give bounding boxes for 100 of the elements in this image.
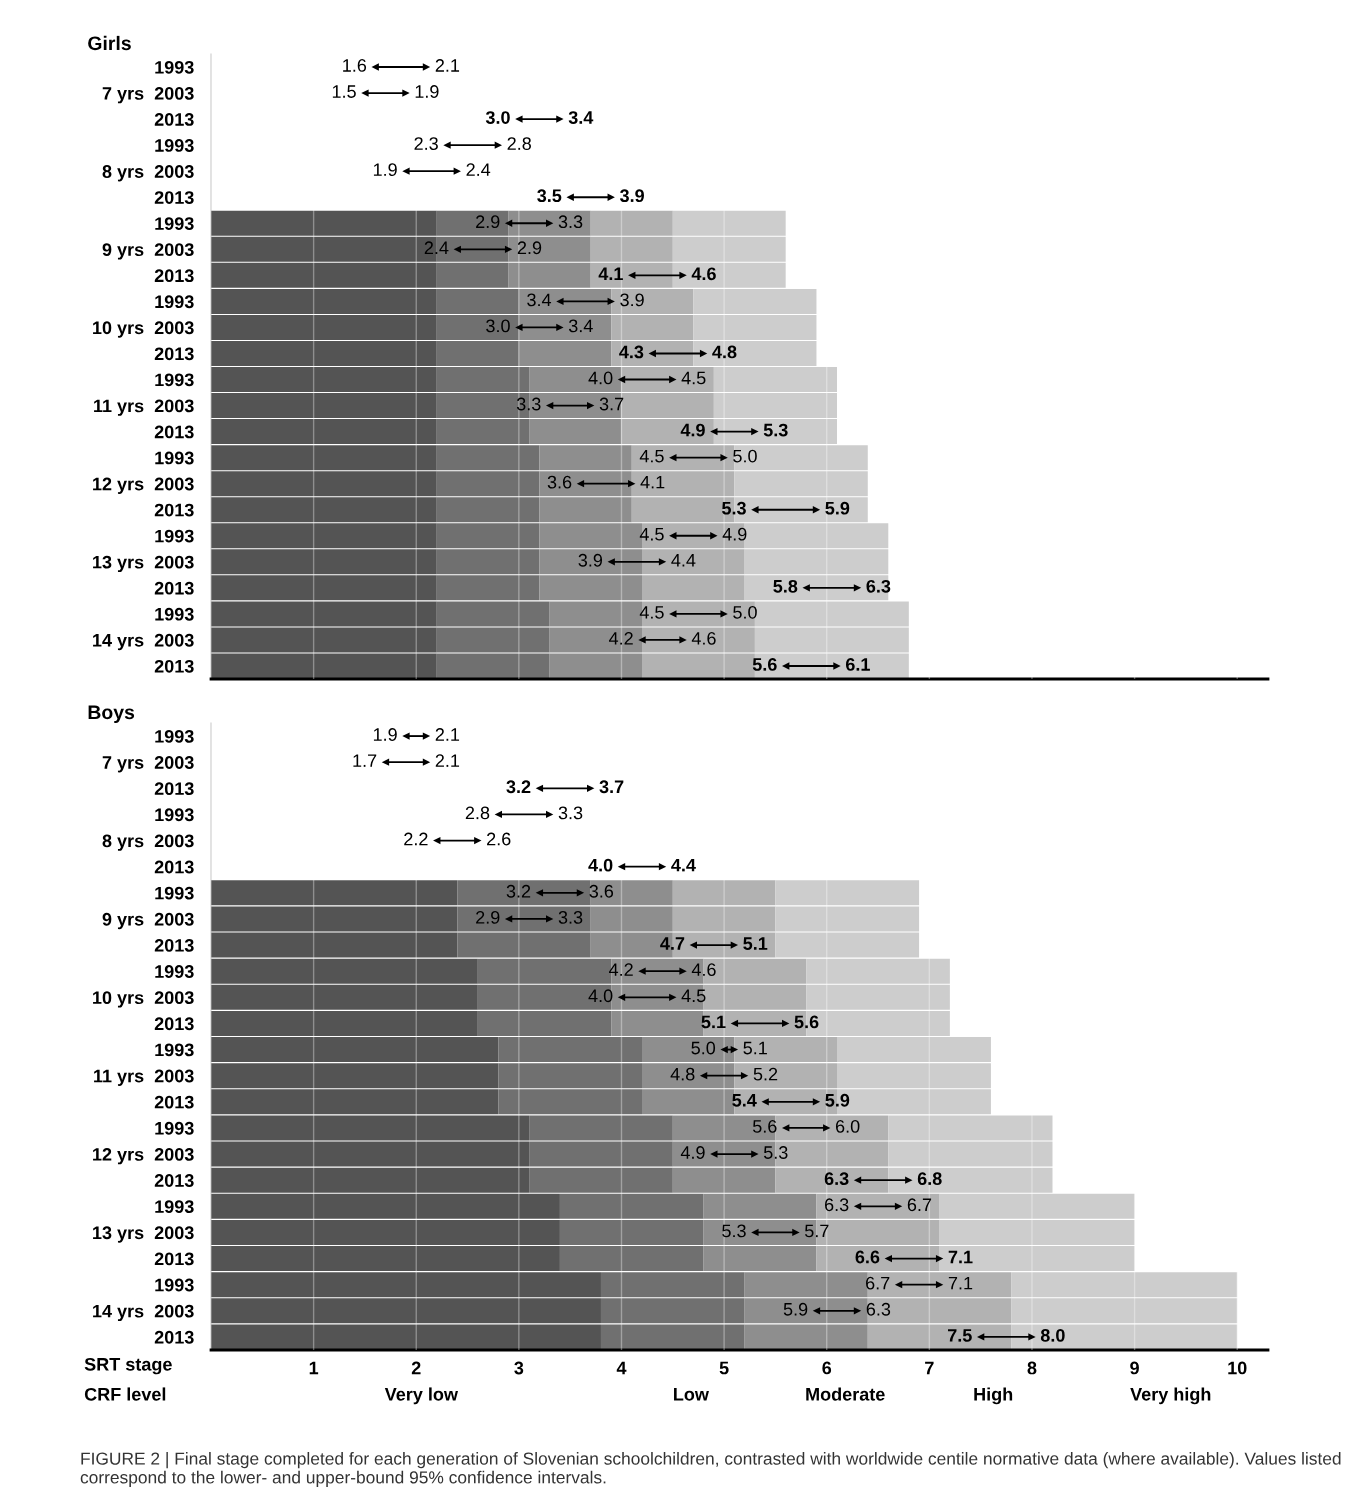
y-tick-label: 2013 — [154, 425, 194, 439]
data-label: 1.6 — [343, 59, 367, 72]
point — [905, 1176, 913, 1184]
text: Very high — [1130, 1387, 1211, 1405]
y-tick-label: 9 yrs 2003 — [102, 243, 194, 260]
point — [566, 193, 574, 201]
point — [853, 1307, 862, 1315]
y-tick-label: 1993 — [155, 1200, 194, 1214]
data-label: 5.6 — [752, 658, 777, 671]
point — [853, 1202, 862, 1210]
point — [710, 532, 718, 540]
point — [679, 967, 687, 975]
point — [494, 810, 503, 819]
point — [545, 810, 554, 819]
point — [812, 1307, 821, 1315]
point — [1028, 1333, 1036, 1341]
data-label: 5.1 — [701, 1015, 726, 1029]
point — [679, 636, 687, 644]
point — [720, 610, 728, 618]
x-tick-label: 4 — [616, 1361, 627, 1375]
point — [812, 1098, 821, 1106]
data-label: 3.0 — [486, 319, 510, 333]
point — [720, 453, 728, 462]
data-label: 5.6 — [794, 1015, 819, 1029]
data-label: 6.8 — [917, 1172, 942, 1186]
y-tick-label: 1993 — [155, 373, 194, 387]
data-label: 4.4 — [671, 554, 696, 567]
data-label: 3.2 — [506, 884, 531, 898]
point — [699, 1072, 708, 1080]
y-tick-label: 1993 — [155, 886, 194, 900]
point — [556, 115, 564, 123]
data-label: 4.7 — [660, 937, 685, 950]
data-label: 5.3 — [763, 1146, 788, 1159]
text: High — [974, 1387, 1013, 1405]
data-label: 1.9 — [415, 85, 439, 98]
data-label: 3.3 — [516, 397, 541, 411]
data-label: 8.0 — [1040, 1329, 1065, 1342]
x-tick-label: 8 — [1027, 1361, 1037, 1375]
point — [453, 245, 461, 253]
point — [433, 836, 441, 845]
y-tick-label: 1993 — [155, 217, 194, 231]
data-label: 4.8 — [670, 1067, 695, 1081]
data-label: 1.9 — [373, 163, 397, 177]
data-label: 2.2 — [404, 832, 428, 846]
y-tick-label: 9 yrs 2003 — [102, 912, 194, 930]
data-label: 5.8 — [773, 579, 798, 593]
data-label: 5.0 — [733, 605, 757, 619]
point — [833, 662, 841, 670]
data-label: 1.9 — [373, 728, 397, 741]
y-tick-label: 2013 — [154, 113, 194, 126]
text: Moderate — [806, 1387, 885, 1401]
y-tick-label: 2013 — [154, 269, 194, 283]
data-label: 7.1 — [948, 1276, 973, 1290]
data-label: 3.6 — [547, 475, 572, 489]
x-tick-label: 2 — [411, 1361, 421, 1375]
point — [504, 219, 513, 227]
point — [545, 219, 554, 227]
data-label: 5.3 — [722, 1224, 746, 1238]
point — [884, 1254, 892, 1263]
y-tick-label: 2013 — [154, 939, 194, 952]
point — [658, 863, 667, 871]
y-tick-label: 2013 — [154, 347, 194, 361]
data-label: 2.4 — [466, 163, 491, 176]
point — [720, 1045, 728, 1054]
point — [792, 1228, 800, 1237]
data-label: 5.7 — [805, 1224, 829, 1238]
data-label: 6.3 — [866, 1302, 891, 1316]
point — [669, 993, 677, 1001]
y-tick-label: 1993 — [155, 1043, 194, 1057]
x-tick-label: 1 — [309, 1361, 319, 1375]
data-label: 3.3 — [558, 911, 583, 924]
data-label: 5.1 — [743, 1041, 767, 1055]
point — [638, 967, 646, 975]
data-label: 5.6 — [752, 1120, 777, 1133]
data-label: 2.8 — [507, 137, 531, 150]
data-label: 2.1 — [435, 59, 460, 72]
point — [607, 558, 615, 566]
y-tick-label: 12 yrs 2003 — [93, 1148, 194, 1165]
x-tick-label: 10 — [1228, 1361, 1247, 1375]
point — [751, 1150, 759, 1158]
data-label: 3.4 — [568, 111, 594, 124]
point — [535, 784, 544, 792]
point — [587, 401, 595, 410]
y-tick-label: 2013 — [154, 659, 194, 673]
point — [853, 1176, 862, 1184]
data-label: 4.1 — [598, 267, 623, 281]
data-label: 2.9 — [476, 215, 500, 229]
y-tick-label: 2013 — [154, 860, 194, 874]
x-tick-label: 6 — [822, 1361, 832, 1375]
point — [617, 863, 626, 871]
point — [751, 427, 759, 436]
point — [556, 297, 564, 306]
y-tick-label: 10 yrs 2003 — [93, 991, 194, 1008]
chart-title: Boys — [88, 705, 135, 723]
point — [361, 89, 369, 97]
y-tick-label: 13 yrs 2003 — [93, 555, 194, 573]
y-tick-label: 1993 — [155, 808, 194, 822]
point — [782, 1019, 790, 1028]
text: Very low — [384, 1387, 459, 1405]
data-label: 5.2 — [753, 1067, 778, 1081]
